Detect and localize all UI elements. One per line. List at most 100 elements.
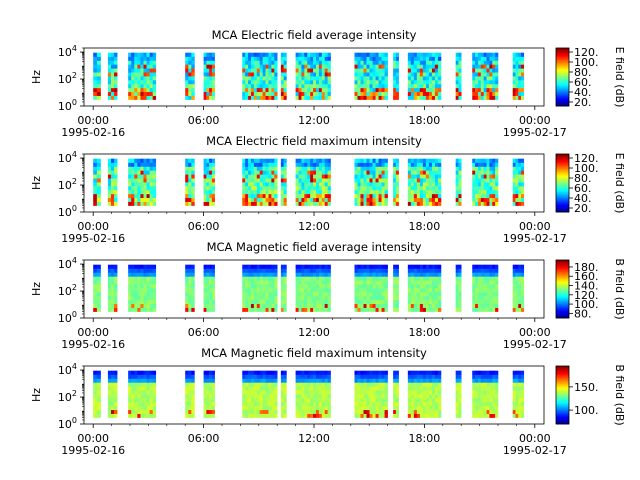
spectrogram-cell (410, 295, 415, 301)
spectrogram-cell (321, 72, 326, 77)
spectrogram-cell (512, 401, 516, 407)
spectrogram-cell (280, 201, 284, 206)
spectrogram-cell (274, 64, 278, 69)
spectrogram-cell (375, 394, 379, 399)
spectrogram-cell (191, 276, 195, 281)
spectrogram-cell (250, 394, 255, 399)
spectrogram-cell (413, 201, 418, 206)
spectrogram-cell (298, 394, 302, 399)
spectrogram-cell (110, 189, 115, 195)
spectrogram-cell (131, 95, 135, 100)
spectrogram-cell (310, 268, 314, 273)
spectrogram-cell (185, 401, 189, 407)
spectrogram-cell (431, 64, 436, 69)
spectrogram-cell (489, 182, 493, 187)
spectrogram-cell (304, 307, 308, 312)
spectrogram-cell (363, 303, 367, 308)
spectrogram-cell (206, 398, 210, 403)
spectrogram-cell (458, 398, 462, 403)
spectrogram-cell (327, 52, 331, 57)
spectrogram-cell (419, 276, 424, 281)
spectrogram-cell (248, 272, 252, 277)
spectrogram-cell (206, 182, 210, 187)
spectrogram-cell (280, 401, 284, 407)
spectrogram-cell (327, 276, 331, 281)
spectrogram-cell (318, 413, 323, 418)
spectrogram-cell (384, 264, 388, 269)
spectrogram-cell (515, 280, 519, 285)
x-tick-label: 06:00 (188, 114, 220, 127)
spectrogram-cell (259, 189, 263, 195)
spectrogram-cell (434, 56, 439, 61)
spectrogram-cell (143, 288, 147, 293)
spectrogram-cell (149, 284, 153, 289)
spectrogram-cell (209, 374, 213, 379)
spectrogram-cell (455, 201, 459, 206)
spectrogram-cell (395, 401, 399, 407)
spectrogram-cell (378, 276, 382, 281)
spectrogram-cell (455, 197, 459, 202)
spectrogram-cell (477, 370, 482, 375)
colorbar-segment (556, 94, 569, 97)
spectrogram-cell (422, 284, 427, 289)
spectrogram-cell (495, 76, 499, 81)
spectrogram-cell (378, 158, 382, 163)
spectrogram-cell (110, 201, 115, 206)
spectrogram-cell (245, 76, 249, 81)
spectrogram-cell (515, 374, 519, 379)
spectrogram-cell (298, 91, 302, 96)
spectrogram-cell (327, 374, 331, 379)
spectrogram-cell (114, 201, 118, 206)
spectrogram-cell (492, 64, 496, 69)
spectrogram-cell (395, 382, 399, 387)
spectrogram-cell (410, 378, 415, 383)
spectrogram-cell (428, 307, 433, 312)
spectrogram-cell (143, 409, 147, 414)
y-tick-exponent: 2 (72, 283, 77, 292)
spectrogram-cell (357, 174, 361, 179)
spectrogram-cell (483, 280, 487, 285)
panel-2: MCA Electric field maximum intensityHz10… (30, 134, 626, 245)
spectrogram-cell (492, 413, 496, 418)
spectrogram-cell (434, 64, 439, 69)
spectrogram-cell (416, 370, 421, 375)
spectrogram-cell (477, 64, 482, 69)
spectrogram-cell (206, 83, 210, 89)
spectrogram-cell (242, 299, 246, 305)
spectrogram-cell (146, 52, 150, 57)
spectrogram-cell (410, 166, 415, 171)
colorbar-segment (556, 65, 569, 68)
spectrogram-cell (434, 295, 439, 301)
spectrogram-cell (321, 295, 326, 301)
spectrogram-cell (378, 409, 382, 414)
spectrogram-cell (268, 390, 272, 395)
spectrogram-cell (149, 378, 153, 383)
spectrogram-cell (307, 56, 311, 61)
spectrogram-cell (472, 382, 476, 387)
spectrogram-cell (268, 72, 272, 77)
colorbar-segment (556, 162, 569, 165)
spectrogram-cell (363, 409, 367, 414)
spectrogram-cell (248, 189, 252, 195)
spectrogram-cell (422, 95, 427, 100)
spectrogram-cell (486, 174, 490, 179)
spectrogram-cell (372, 201, 376, 206)
spectrogram-cell (360, 276, 364, 281)
spectrogram-cell (515, 178, 519, 183)
spectrogram-cell (413, 299, 418, 305)
spectrogram-cell (262, 95, 266, 100)
spectrogram-cell (434, 276, 439, 281)
spectrogram-cell (477, 87, 482, 93)
spectrogram-cell (185, 64, 189, 69)
spectrogram-cell (206, 374, 210, 379)
spectrogram-cell (283, 299, 287, 305)
spectrogram-cell (324, 201, 328, 206)
spectrogram-cell (518, 280, 522, 285)
spectrogram-cell (301, 68, 305, 73)
spectrogram-cell (271, 307, 275, 312)
spectrogram-cell (191, 264, 195, 269)
spectrogram-cell (455, 405, 459, 411)
spectrogram-cell (422, 178, 427, 183)
spectrogram-cell (407, 288, 412, 293)
spectrogram-cell (431, 409, 436, 414)
